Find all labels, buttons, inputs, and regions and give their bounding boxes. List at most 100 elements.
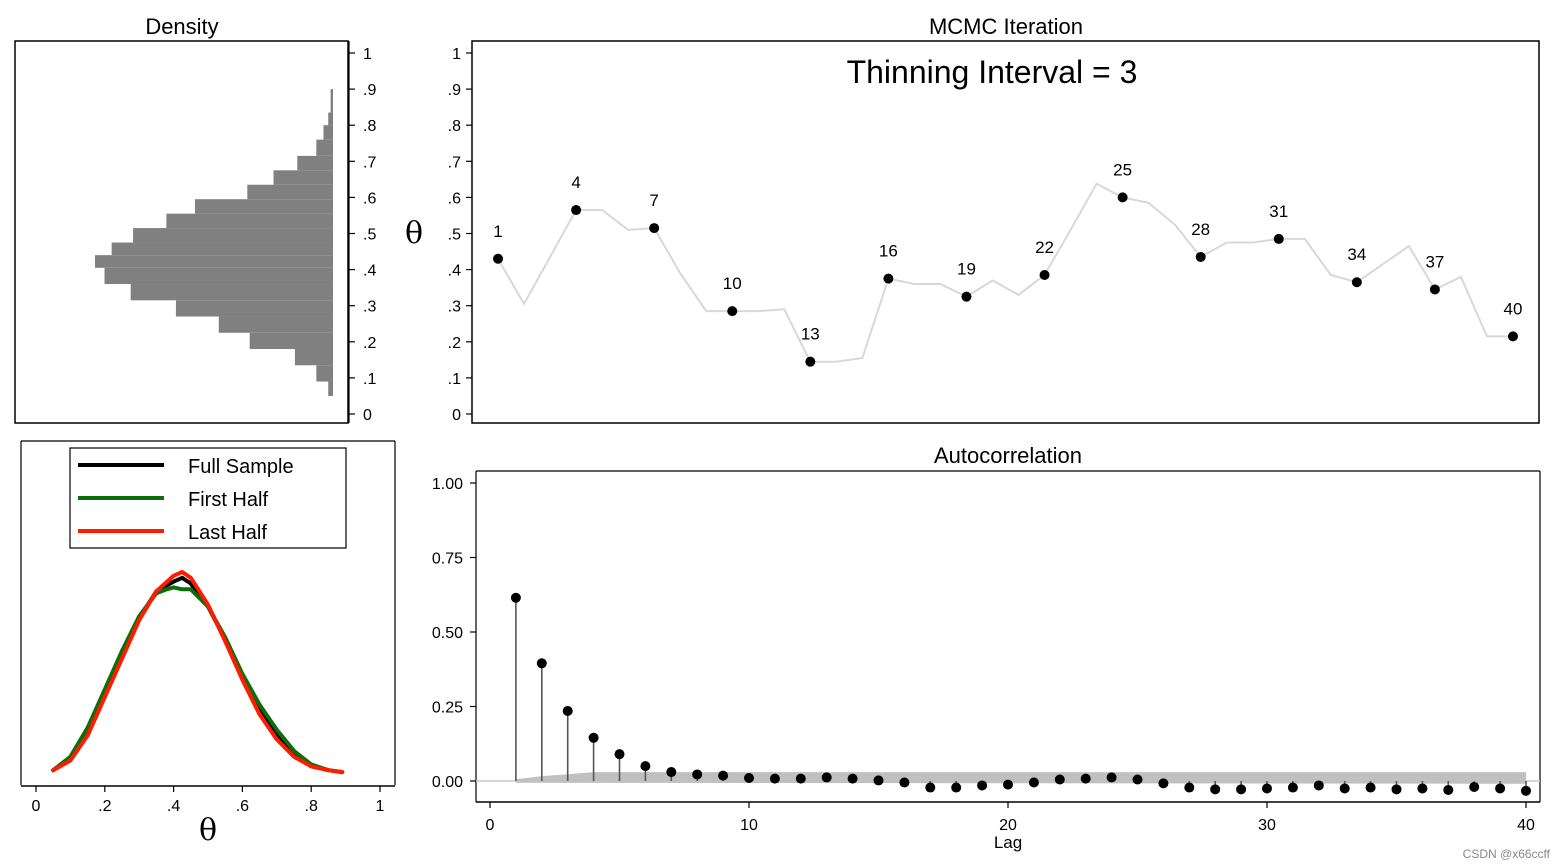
kdensity-panel: 0 .2 .4 .6 .8 1 θ Full Sample First Half Last… [20,440,396,848]
density-title: Density [145,14,218,39]
trace-panel: MCMC Iteration Thinning Interval = 3 θ 0… [405,14,1540,424]
acf-point [1184,782,1195,793]
trace-tick-label: 0 [452,407,461,424]
density-bar [316,139,333,156]
acf-ytick-label: 0.25 [432,700,463,717]
acf-stems [510,592,1531,796]
trace-ticks: 0 .1 .2 .3 .4 .5 .6 .7 .8 .9 1 [448,46,472,424]
density-bar [297,155,333,171]
trace-point-label: 37 [1425,252,1444,271]
trace-tick-label: .1 [448,371,461,388]
acf-point [1262,783,1272,794]
density-bar [249,332,333,350]
trace-point-label: 28 [1191,220,1210,239]
trace-tick-label: .6 [448,190,461,207]
trace-point [1117,192,1128,203]
legend-label-last-half: Last Half [188,522,267,544]
acf-point [847,773,858,784]
acf-point [977,780,988,791]
acf-point [1469,781,1480,792]
kdensity-tick-label: .4 [167,798,180,815]
thinning-annotation: Thinning Interval = 3 [847,54,1138,90]
acf-point [614,749,625,760]
trace-tick-label: .4 [448,263,461,280]
trace-tick-label: .2 [448,335,461,352]
acf-ytick-label: 0.00 [432,774,463,791]
kdensity-legend: Full Sample First Half Last Half [69,447,347,549]
trace-point [1429,284,1440,295]
density-tick-label: .4 [363,263,376,280]
density-tick-label: .2 [363,335,376,352]
density-tick-label: .3 [363,299,376,316]
trace-point [493,253,504,264]
kdensity-curve-full-sample [51,575,345,775]
density-bar [166,213,333,229]
acf-point [1495,783,1506,794]
trace-point-label: 10 [723,274,742,293]
acf-point [1158,778,1169,789]
trace-line [497,182,1513,363]
density-tick-label: .1 [363,371,376,388]
acf-point [769,773,780,784]
acf-point [821,772,832,783]
density-bar [218,316,333,333]
trace-points: 1 4 7 10 13 16 19 22 25 28 31 34 37 40 [493,160,1523,367]
trace-point-label: 4 [571,173,580,192]
acf-point [951,782,962,793]
density-panel: Density 0 .1 .2 .3 .4 .5 .6 .7 .8 .9 1 [14,14,376,424]
trace-point [1039,270,1050,281]
density-tick-label: 1 [363,46,372,63]
kdensity-curve-last-half [51,570,345,775]
acf-point [1106,772,1117,783]
trace-title: MCMC Iteration [929,14,1083,39]
acf-point [718,770,729,781]
density-tick-label: .7 [363,154,376,171]
trace-tick-label: 1 [452,46,461,63]
trace-point [1351,277,1362,288]
acf-point [692,769,703,780]
trace-point-label: 40 [1504,299,1523,318]
acf-xtick-label: 10 [740,817,758,834]
trace-point-label: 1 [493,222,502,241]
watermark: CSDN @x66ccff [1463,847,1551,861]
trace-point [649,223,660,234]
density-tick-label: 0 [363,407,372,424]
autocorrelation-title: Autocorrelation [934,443,1082,468]
acf-point [666,767,677,778]
kdensity-tick-label: 0 [32,798,41,815]
trace-point [805,356,816,367]
density-bar [316,365,333,382]
kdensity-curve-first-half [51,585,345,775]
acf-point [744,773,754,784]
acf-point [640,761,651,772]
density-bar [104,267,334,285]
trace-tick-label: .3 [448,299,461,316]
density-bar [130,284,333,301]
acf-point [1003,779,1013,790]
acf-point [510,592,521,603]
trace-point-label: 22 [1035,238,1054,257]
trace-point [1195,251,1206,262]
acf-point [1287,782,1298,793]
legend-label-first-half: First Half [188,489,268,511]
kdensity-tick-label: .2 [98,798,111,815]
acf-point [1236,784,1247,795]
density-frame [14,40,349,424]
kdensity-curves [51,570,345,775]
acf-ytick-label: 0.50 [432,625,463,642]
acf-xlabel: Lag [994,833,1022,852]
acf-ytick-label: 1.00 [432,476,463,493]
density-bar [194,199,333,214]
acf-point [1417,783,1428,794]
acf-point [925,782,936,793]
acf-point [1443,784,1454,795]
acf-point [873,775,884,786]
acf-point [1313,780,1324,791]
density-tick-label: .6 [363,190,376,207]
trace-point-label: 16 [879,242,898,261]
density-tick-label: .9 [363,82,376,99]
density-ticks: 0 .1 .2 .3 .4 .5 .6 .7 .8 .9 1 [349,46,376,424]
trace-point [727,306,738,317]
trace-point-label: 19 [957,260,976,279]
